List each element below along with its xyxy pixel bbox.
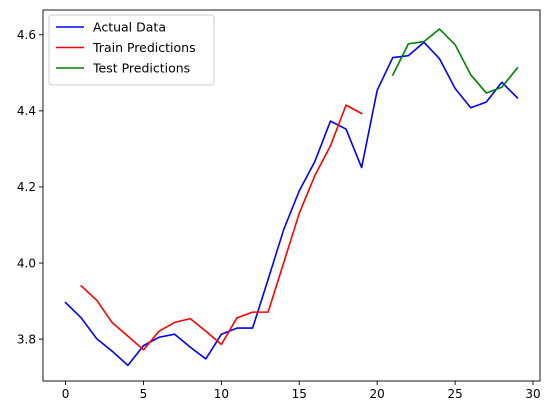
y-tick-label: 3.8 bbox=[17, 332, 36, 346]
series-line-1 bbox=[64, 41, 519, 367]
legend-label-2: Train Predictions bbox=[92, 40, 196, 55]
legend-label-1: Actual Data bbox=[93, 20, 166, 35]
y-tick-label: 4.2 bbox=[17, 180, 36, 194]
x-tick-label: 5 bbox=[140, 387, 148, 401]
legend: Actual Data Train Predictions Test Predict… bbox=[48, 14, 215, 86]
series-line-3 bbox=[391, 28, 519, 94]
y-axis: 3.8 4.0 4.2 4.4 4.6 bbox=[17, 28, 43, 346]
x-tick-label: 10 bbox=[214, 387, 229, 401]
x-tick-label: 0 bbox=[62, 387, 70, 401]
legend-label-3: Test Predictions bbox=[92, 61, 190, 76]
x-axis: 0 5 10 15 20 25 30 bbox=[62, 381, 541, 401]
y-tick-label: 4.0 bbox=[17, 256, 36, 270]
x-tick-label: 15 bbox=[292, 387, 307, 401]
plot-frame bbox=[42, 9, 541, 382]
x-tick-label: 20 bbox=[370, 387, 385, 401]
x-tick-label: 25 bbox=[447, 387, 462, 401]
series-line-2 bbox=[80, 104, 363, 351]
y-tick-label: 4.6 bbox=[17, 28, 36, 42]
legend-box bbox=[48, 14, 215, 86]
y-tick-label: 4.4 bbox=[17, 104, 36, 118]
x-tick-label: 30 bbox=[525, 387, 540, 401]
series-layer bbox=[64, 28, 519, 367]
